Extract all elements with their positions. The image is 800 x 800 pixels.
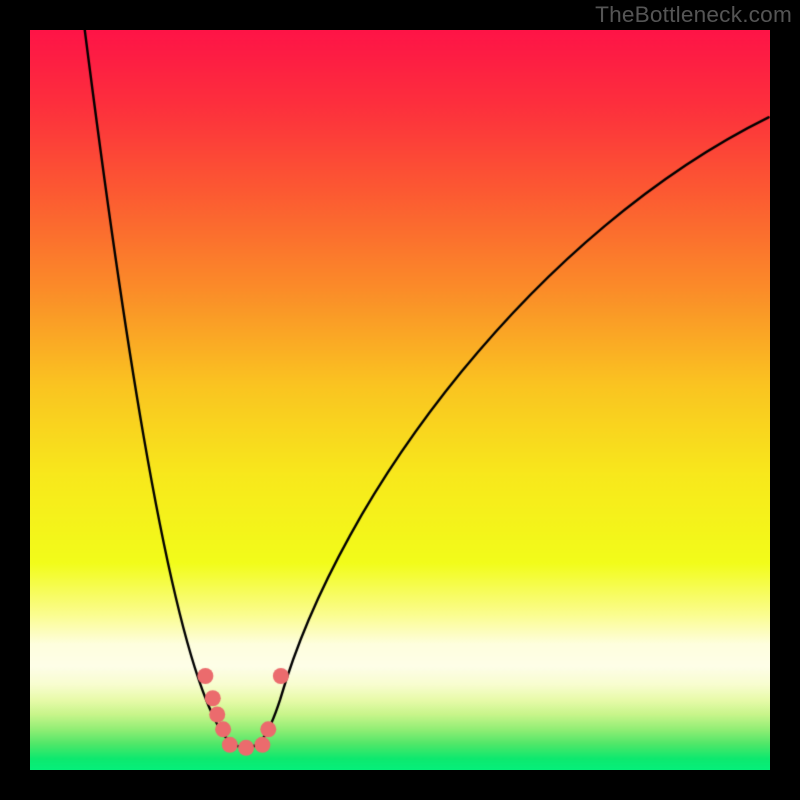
plot-canvas (30, 30, 770, 770)
watermark-label: TheBottleneck.com (595, 2, 792, 28)
plot-area (30, 30, 770, 770)
chart-stage: TheBottleneck.com (0, 0, 800, 800)
